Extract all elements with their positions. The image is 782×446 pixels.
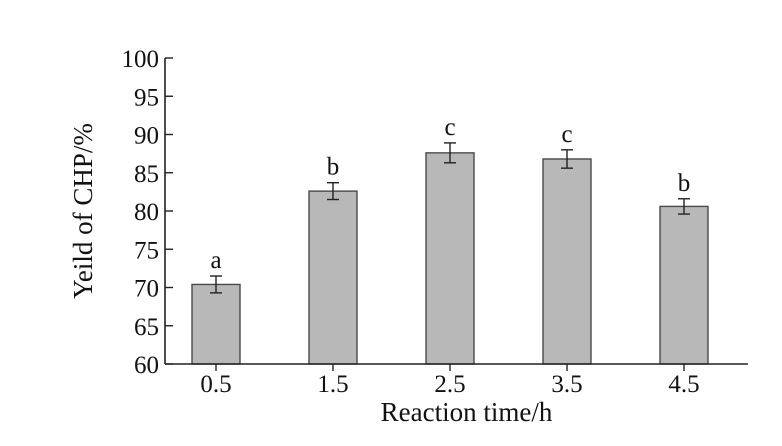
x-tick-label: 1.5	[317, 371, 348, 398]
significance-label: c	[444, 114, 455, 141]
bar	[542, 158, 592, 365]
y-axis-title: Yeild of CHP/%	[68, 123, 98, 299]
significance-label: b	[678, 170, 691, 197]
x-tick-label: 4.5	[668, 371, 699, 398]
y-tick-label: 60	[134, 352, 159, 379]
bars: a b c c b	[191, 114, 709, 365]
y-tick-label: 75	[134, 237, 159, 264]
y-tick-label: 95	[134, 84, 159, 111]
y-tick-label: 100	[122, 46, 160, 73]
x-axis-ticks: 0.5 1.5 2.5 3.5 4.5	[200, 364, 700, 398]
y-tick-label: 65	[134, 314, 159, 341]
y-tick-label: 90	[134, 123, 159, 150]
y-tick-label: 70	[134, 276, 159, 303]
significance-label: a	[210, 247, 221, 274]
y-tick-label: 80	[134, 199, 159, 226]
x-tick-label: 0.5	[200, 371, 231, 398]
x-tick-label: 2.5	[434, 371, 465, 398]
x-tick-label: 3.5	[551, 371, 582, 398]
bar	[425, 152, 475, 365]
y-tick-label: 85	[134, 161, 159, 188]
significance-label: b	[327, 154, 340, 181]
y-axis-ticks: 60 65 70 75 80 85 90 95 100	[122, 46, 173, 379]
bar	[659, 205, 709, 365]
x-axis-title: Reaction time/h	[381, 397, 553, 427]
bar	[308, 190, 358, 365]
significance-label: c	[561, 121, 572, 148]
bar	[191, 283, 241, 365]
